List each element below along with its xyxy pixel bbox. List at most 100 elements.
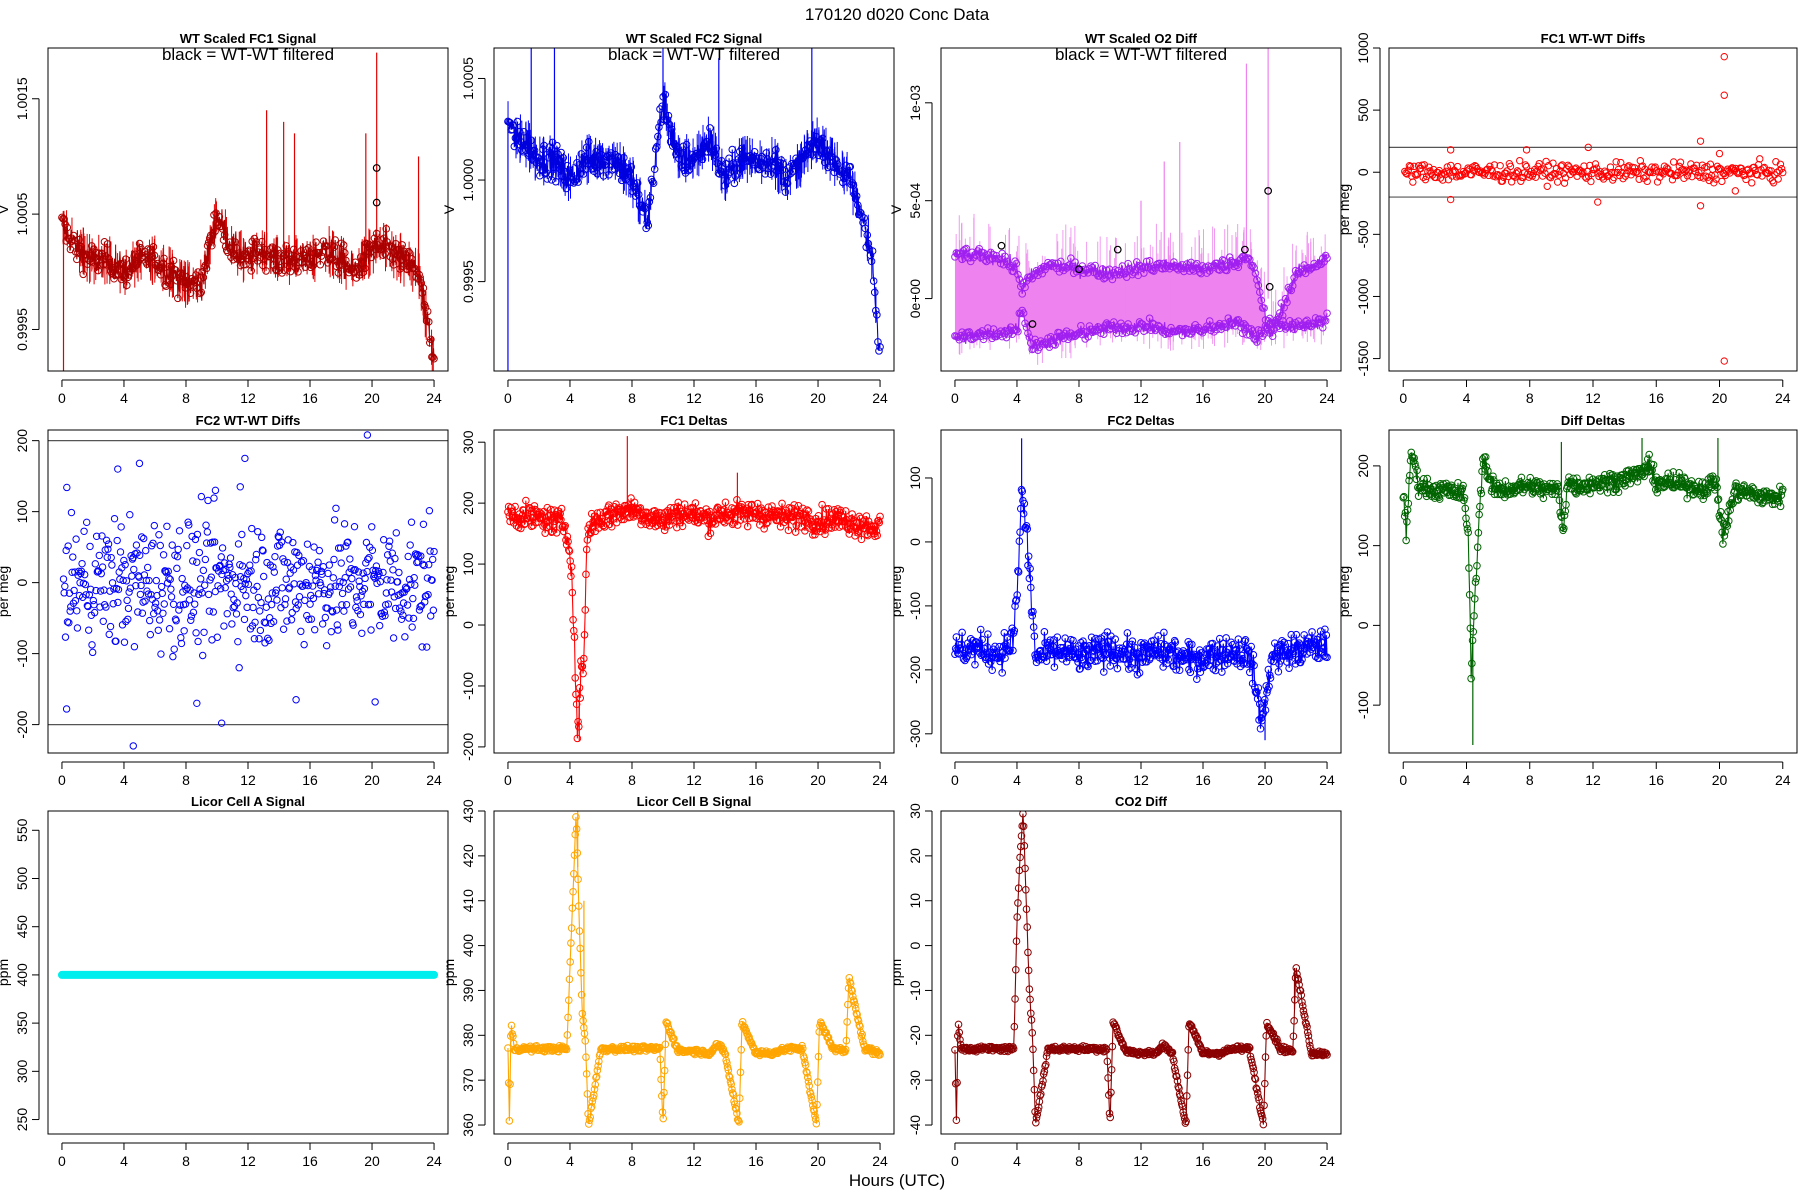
data-point	[563, 161, 572, 170]
data-point	[610, 165, 619, 173]
data-point	[1481, 453, 1490, 461]
data-point	[1020, 499, 1029, 508]
outlier-point	[135, 459, 144, 468]
data-point	[1177, 649, 1186, 657]
data-point	[420, 561, 428, 570]
data-point	[658, 102, 666, 111]
data-point	[748, 158, 757, 167]
data-point	[844, 173, 852, 182]
data-point	[253, 582, 261, 591]
x-tick-label: 20	[1712, 772, 1728, 788]
data-point	[574, 902, 583, 910]
data-point	[1467, 674, 1475, 683]
data-point	[1560, 179, 1569, 187]
data-point	[75, 235, 83, 244]
data-point	[1113, 664, 1122, 673]
data-point	[73, 624, 82, 632]
data-point	[1162, 654, 1170, 662]
plot-frame	[493, 429, 895, 754]
data-point	[340, 249, 349, 257]
data-point	[120, 638, 129, 646]
data-point	[583, 536, 592, 544]
data-point	[1557, 512, 1565, 520]
data-point	[125, 588, 133, 596]
data-point	[581, 1037, 590, 1045]
data-point	[121, 255, 130, 263]
data-point	[83, 518, 91, 527]
data-point	[377, 244, 385, 253]
data-point	[571, 674, 580, 682]
panel-annotation: black = WT-WT filtered	[608, 45, 780, 64]
data-point	[1322, 631, 1331, 639]
data-point	[586, 1113, 595, 1122]
data-point	[665, 521, 674, 529]
y-axis-label: per meg	[0, 566, 11, 617]
data-point	[698, 155, 707, 164]
data-point	[1138, 658, 1147, 666]
data-point	[661, 1040, 670, 1049]
data-point	[663, 1019, 672, 1028]
plot-area	[48, 431, 448, 750]
data-point	[796, 509, 805, 518]
data-point	[753, 499, 762, 508]
data-point	[173, 564, 181, 573]
data-point	[584, 137, 593, 146]
data-point	[1323, 254, 1331, 262]
data-point	[222, 576, 231, 585]
data-point	[259, 547, 267, 555]
data-point	[193, 558, 201, 566]
y-tick-label: 450	[14, 915, 30, 939]
data-point	[650, 165, 659, 174]
y-tick-label: -100	[14, 639, 30, 667]
data-point	[1261, 706, 1270, 715]
data-point	[69, 231, 78, 240]
data-point	[333, 621, 341, 629]
data-point	[582, 545, 591, 554]
data-point	[554, 511, 563, 520]
data-point	[238, 530, 246, 539]
data-point	[1077, 321, 1085, 330]
data-point	[159, 551, 168, 559]
data-point	[1643, 177, 1651, 186]
data-point	[1460, 494, 1469, 502]
data-point	[307, 615, 316, 623]
data-point	[130, 565, 138, 574]
data-point	[1555, 171, 1563, 179]
data-point	[843, 172, 851, 180]
data-point	[1425, 163, 1433, 171]
data-point	[1774, 175, 1782, 183]
data-point	[1025, 574, 1034, 583]
data-point	[536, 171, 544, 180]
data-point	[326, 583, 335, 591]
y-tick-label: 100	[907, 466, 923, 490]
data-point	[1307, 645, 1316, 653]
y-tick-label: 1.0005	[460, 57, 476, 100]
x-tick-label: 16	[302, 390, 318, 406]
data-point	[1513, 167, 1522, 175]
data-point	[962, 244, 971, 253]
data-point	[1675, 469, 1683, 477]
data-point	[1775, 497, 1783, 506]
y-axis-label: per meg	[888, 566, 904, 617]
data-point	[585, 530, 593, 539]
data-point	[636, 504, 645, 512]
data-point	[149, 539, 157, 547]
x-tick-label: 0	[58, 1153, 66, 1169]
data-point	[1447, 161, 1455, 170]
y-tick-label: -1000	[1355, 278, 1371, 314]
data-point	[818, 500, 826, 509]
data-point	[158, 589, 166, 598]
data-point	[279, 625, 288, 633]
data-point	[623, 165, 631, 173]
data-point	[1710, 179, 1718, 187]
data-point	[407, 518, 416, 526]
data-point	[1206, 656, 1215, 664]
data-point	[1681, 474, 1689, 483]
data-point	[395, 568, 403, 577]
data-point	[783, 179, 792, 188]
data-point	[252, 555, 260, 564]
data-point	[198, 589, 206, 597]
data-point	[354, 607, 362, 615]
